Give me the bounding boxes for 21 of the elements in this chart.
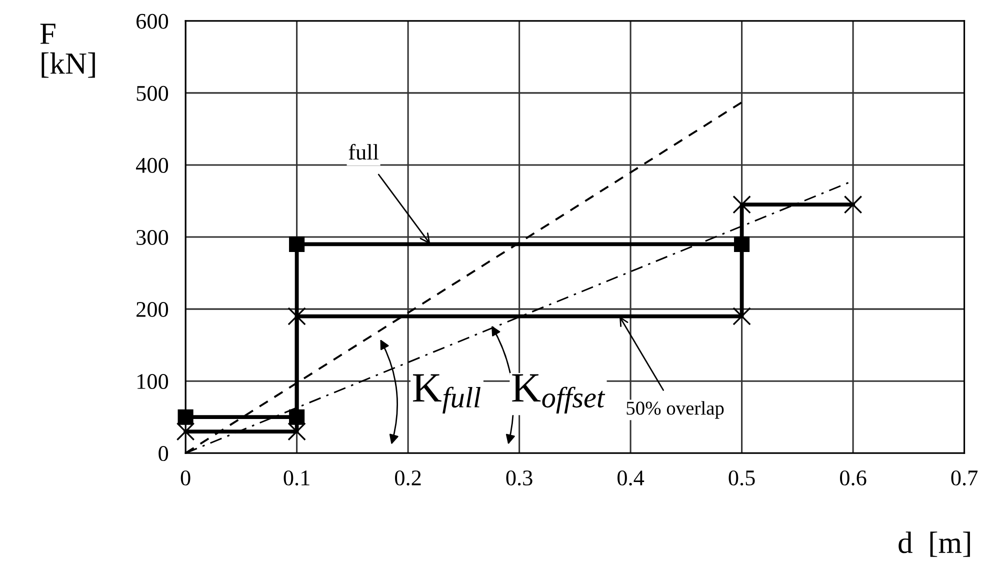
x-tick-label: 0: [180, 470, 190, 486]
y-tick-label: 400: [136, 158, 168, 173]
y-tick-label: 500: [136, 86, 168, 101]
y-tick-label: 600: [136, 14, 168, 29]
x-tick-label: 0.6: [840, 470, 866, 486]
x-axis-title: d [m]: [898, 532, 970, 557]
x-tick-label: 0.1: [284, 470, 310, 486]
y-tick-label: 0: [158, 446, 168, 462]
x-tick-label: 0.5: [728, 470, 755, 486]
y-tick-label: 300: [136, 230, 168, 245]
y-tick-label: 200: [136, 302, 168, 317]
x-tick-label: 0.4: [618, 470, 644, 486]
y-axis-title: F [kN]: [40, 24, 95, 78]
x-tick-label: 0.2: [395, 470, 421, 486]
x-tick-label: 0.3: [506, 470, 532, 486]
y-tick-label: 100: [138, 374, 168, 390]
x-tick-label: 0.7: [951, 470, 978, 486]
annotation: full: [348, 144, 379, 160]
annotation: K$_{full}$: [412, 374, 480, 414]
annotation: 50% overlap: [626, 401, 724, 419]
annotation: K$_{offset}$: [512, 374, 606, 414]
